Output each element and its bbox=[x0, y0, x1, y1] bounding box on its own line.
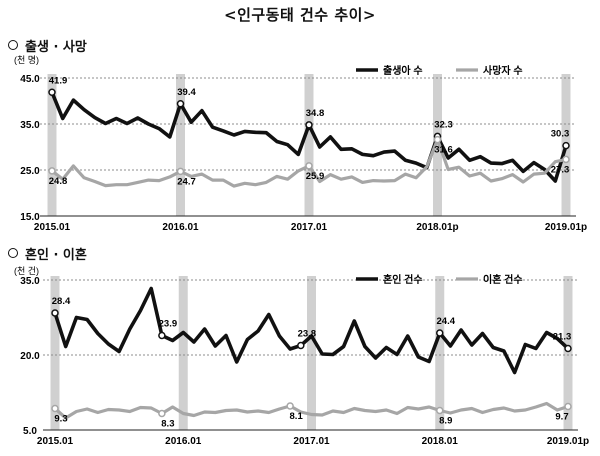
x-tick-label: 2019.01p bbox=[545, 222, 587, 233]
data-point-marker bbox=[564, 402, 572, 411]
data-label: 31.6 bbox=[434, 145, 453, 156]
data-point-marker bbox=[297, 341, 305, 350]
january-band bbox=[433, 74, 442, 216]
section-label: 혼인 · 이혼 bbox=[25, 248, 87, 263]
data-point-marker bbox=[51, 404, 59, 413]
data-label: 8.1 bbox=[290, 411, 304, 422]
series-line bbox=[53, 401, 570, 420]
data-point-marker bbox=[48, 167, 56, 175]
data-point-marker bbox=[51, 309, 59, 317]
legend-label: 출생아 수 bbox=[383, 64, 423, 77]
data-point-marker bbox=[433, 135, 442, 144]
data-label: 34.8 bbox=[306, 108, 325, 119]
data-label: 28.4 bbox=[52, 296, 71, 307]
data-label: 8.9 bbox=[439, 416, 452, 427]
data-point-marker bbox=[48, 88, 56, 97]
y-tick-label: 20.0 bbox=[20, 351, 40, 362]
x-tick-label: 2019.01p bbox=[547, 436, 589, 447]
x-tick-label: 2015.01 bbox=[34, 222, 71, 233]
x-tick-label: 2017.01 bbox=[293, 436, 330, 447]
data-label: 27.3 bbox=[551, 164, 570, 175]
january-band bbox=[563, 276, 573, 430]
unit-label: (천 명) bbox=[14, 55, 39, 65]
circle-bullet-icon bbox=[8, 248, 18, 258]
data-label: 24.7 bbox=[177, 176, 196, 187]
y-tick-label: 25.0 bbox=[20, 166, 40, 177]
data-label: 24.8 bbox=[49, 176, 68, 187]
section-title-marriage-divorce: 혼인 · 이혼 bbox=[8, 244, 87, 263]
x-tick-label: 2018.01p bbox=[416, 222, 458, 233]
unit-label: (천 건) bbox=[14, 266, 39, 276]
data-label: 24.4 bbox=[437, 316, 456, 327]
data-point-marker bbox=[436, 406, 444, 415]
data-point-marker bbox=[562, 141, 570, 150]
data-point-marker bbox=[176, 100, 185, 108]
data-label: 9.7 bbox=[555, 412, 568, 423]
data-label: 8.3 bbox=[161, 419, 174, 430]
data-point-marker bbox=[158, 331, 166, 340]
data-point-marker bbox=[176, 167, 185, 176]
chart-births-deaths: 15.0 25.0 35.0 45.0 2015.01 2016.01 2017.01 201… bbox=[14, 55, 587, 233]
data-point-marker bbox=[305, 121, 313, 129]
data-label: 39.4 bbox=[177, 87, 196, 98]
data-label: 23.8 bbox=[298, 329, 317, 340]
data-point-marker bbox=[286, 402, 294, 410]
data-label: 30.3 bbox=[551, 129, 570, 140]
data-point-marker bbox=[158, 409, 166, 418]
page-title: <인구동태 건수 추이> bbox=[224, 6, 376, 24]
y-tick-label: 5.0 bbox=[23, 426, 37, 437]
data-label: 9.3 bbox=[54, 414, 67, 425]
y-tick-label: 35.0 bbox=[20, 120, 40, 131]
data-point-marker bbox=[305, 162, 313, 170]
x-tick-label: 2016.01 bbox=[165, 436, 202, 447]
section-label: 출생 · 사망 bbox=[25, 40, 87, 55]
legend-label: 이혼 건수 bbox=[483, 273, 523, 286]
january-band bbox=[435, 276, 445, 430]
january-band bbox=[176, 74, 185, 216]
data-label: 32.3 bbox=[434, 119, 453, 130]
y-tick-label: 45.0 bbox=[20, 74, 40, 85]
data-label: 25.9 bbox=[306, 171, 325, 182]
x-tick-label: 2015.01 bbox=[37, 436, 74, 447]
data-point-marker bbox=[562, 155, 570, 164]
circle-bullet-icon bbox=[8, 40, 18, 50]
data-point-marker bbox=[564, 344, 572, 353]
january-band bbox=[47, 74, 57, 216]
data-label: 41.9 bbox=[49, 75, 68, 86]
data-label: 21.3 bbox=[553, 332, 572, 343]
january-band bbox=[304, 74, 314, 216]
data-label: 23.9 bbox=[159, 319, 178, 330]
january-band bbox=[50, 276, 60, 430]
january-band bbox=[178, 276, 188, 430]
legend-label: 혼인 건수 bbox=[383, 273, 423, 286]
y-tick-label: 15.0 bbox=[20, 212, 40, 223]
data-point-marker bbox=[436, 329, 444, 337]
section-title-births-deaths: 출생 · 사망 bbox=[8, 36, 87, 55]
x-tick-label: 2018.01 bbox=[422, 436, 459, 447]
legend-label: 사망자 수 bbox=[483, 64, 523, 77]
x-tick-label: 2016.01 bbox=[162, 222, 199, 233]
series-line bbox=[53, 286, 570, 375]
x-tick-label: 2017.01 bbox=[291, 222, 328, 233]
y-tick-label: 35.0 bbox=[20, 276, 40, 287]
january-band bbox=[307, 276, 316, 430]
